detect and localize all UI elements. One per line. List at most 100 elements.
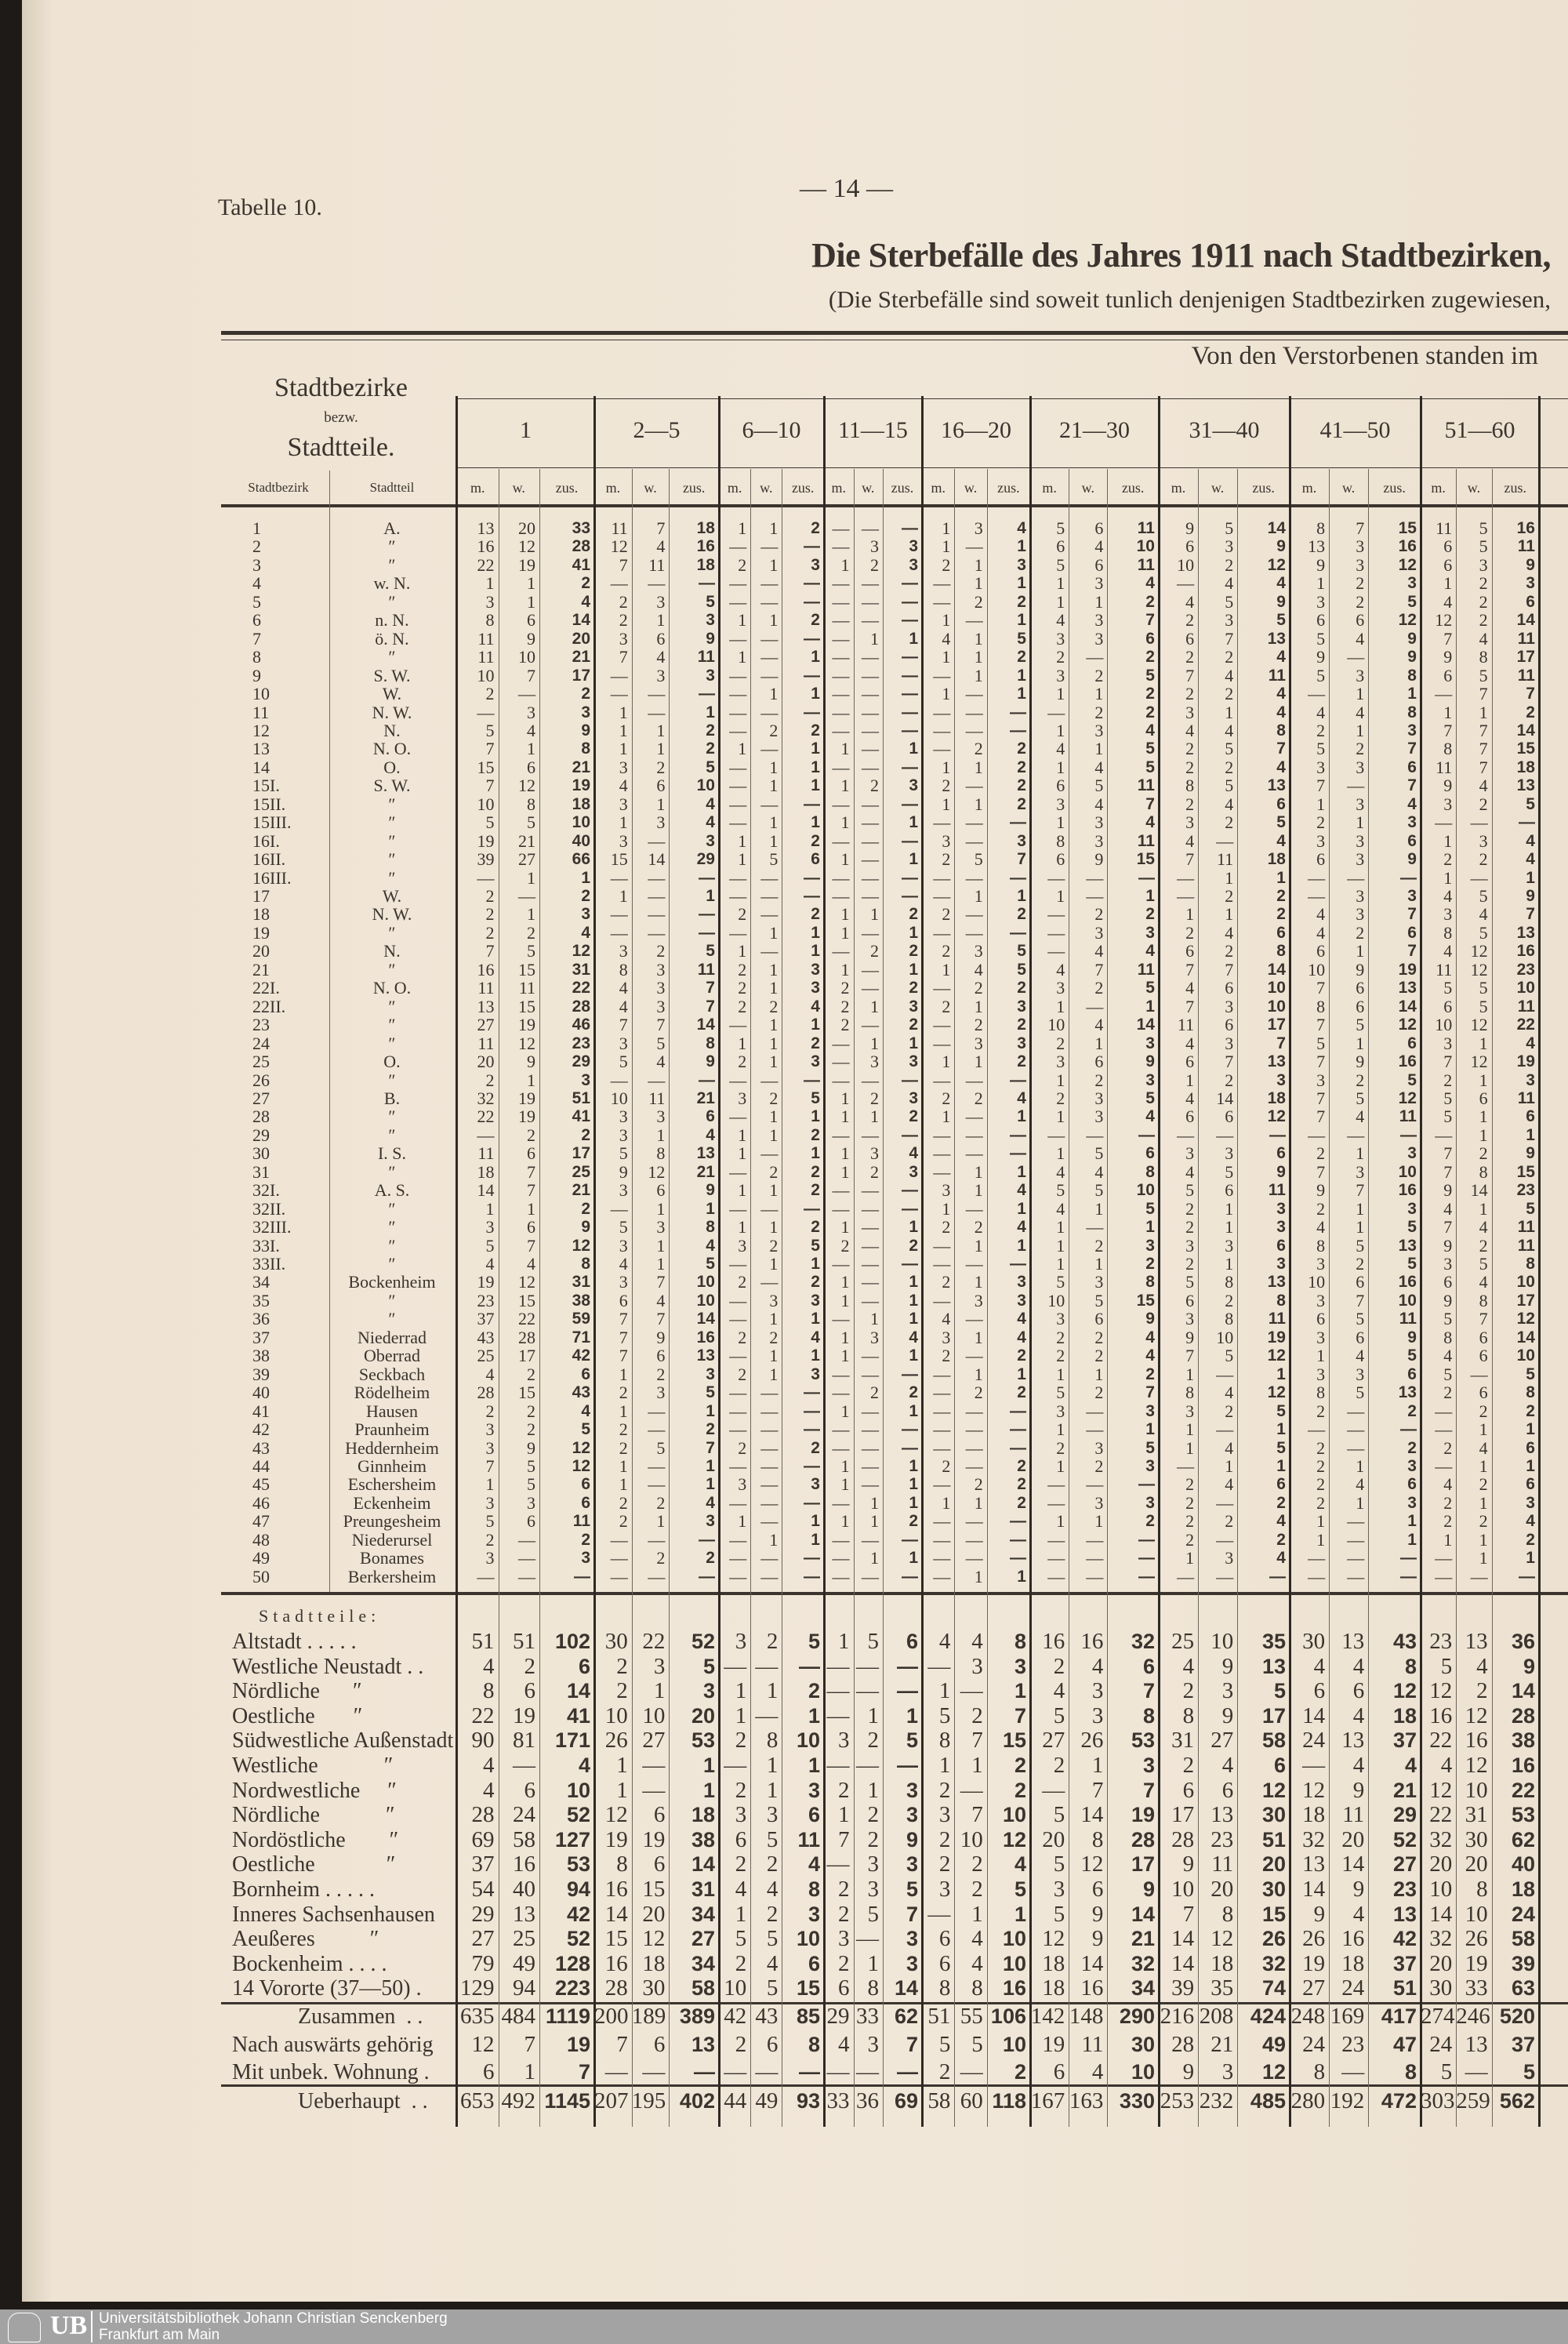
table-cell: 2 bbox=[1185, 1492, 1195, 1513]
table-cell: — bbox=[1047, 922, 1065, 943]
table-cell: — bbox=[604, 2059, 628, 2084]
table-cell: 16 bbox=[1080, 1629, 1104, 1654]
table-cell: — bbox=[729, 1107, 747, 1127]
table-cell: — bbox=[965, 1143, 983, 1164]
table-cell: 3 bbox=[653, 1653, 666, 1679]
table-cell: 3 bbox=[738, 1235, 747, 1256]
table-cell: 29 bbox=[572, 1052, 590, 1071]
table-cell: — bbox=[862, 978, 879, 998]
table-cell: 5 bbox=[1407, 1070, 1417, 1089]
table-cell: 3 bbox=[909, 537, 918, 556]
table-cell: 2 bbox=[811, 1273, 820, 1292]
age-group-divider bbox=[1538, 396, 1541, 2127]
table-cell: 3 bbox=[1407, 1456, 1417, 1475]
table-cell: 10 bbox=[796, 1728, 820, 1753]
table-cell: 1 bbox=[1356, 812, 1365, 833]
table-cell: 3 bbox=[974, 1033, 983, 1053]
table-cell: 3 bbox=[1356, 1364, 1365, 1384]
table-cell: 11 bbox=[1137, 960, 1155, 979]
table-cell: 9 bbox=[706, 1052, 715, 1071]
table-cell: 12 bbox=[1261, 1778, 1286, 1802]
table-cell: — bbox=[729, 1455, 747, 1476]
district-number: 29 bbox=[252, 1125, 270, 1145]
table-cell: 2 bbox=[1185, 1198, 1195, 1219]
table-cell: 10 bbox=[1210, 1629, 1234, 1654]
table-cell: 303 bbox=[1421, 2088, 1455, 2113]
table-cell: 4 bbox=[1094, 941, 1104, 961]
table-cell: 1 bbox=[1356, 1217, 1365, 1237]
table-cell: 6 bbox=[1479, 1327, 1488, 1347]
table-cell: — bbox=[902, 887, 918, 905]
table-cell: 2 bbox=[485, 684, 495, 704]
table-cell: — bbox=[760, 1401, 779, 1421]
table-cell: 3 bbox=[1221, 2059, 1234, 2084]
table-cell: 4 bbox=[1526, 831, 1535, 850]
table-cell: — bbox=[698, 685, 715, 703]
table-cell: — bbox=[755, 2059, 779, 2084]
table-cell: 2 bbox=[1479, 1235, 1488, 1256]
district-stadtteil: ″ bbox=[388, 1198, 396, 1219]
table-cell: 6 bbox=[653, 2031, 666, 2057]
table-cell: 18 bbox=[1302, 1802, 1326, 1828]
table-cell: 5 bbox=[766, 1926, 779, 1952]
table-cell: 1 bbox=[738, 739, 747, 759]
table-cell: 1 bbox=[840, 904, 850, 925]
table-cell: 2 bbox=[909, 905, 918, 924]
table-cell: 11 bbox=[648, 554, 666, 575]
district-number: 31 bbox=[252, 1161, 270, 1182]
table-cell: 26 bbox=[1261, 1927, 1286, 1951]
table-cell: 8 bbox=[1185, 776, 1195, 796]
table-cell: 16 bbox=[477, 959, 495, 979]
district-stadtteil: Seckbach bbox=[358, 1364, 426, 1384]
table-cell: 2 bbox=[870, 776, 879, 796]
table-cell: 3 bbox=[1407, 813, 1417, 832]
sub-label-zus: zus. bbox=[1504, 480, 1527, 496]
table-cell: 5 bbox=[656, 1033, 666, 1053]
table-cell: — bbox=[902, 1125, 918, 1144]
table-cell: 3 bbox=[619, 1125, 628, 1145]
table-cell: — bbox=[832, 1548, 850, 1568]
table-cell: 1 bbox=[1014, 1679, 1026, 1703]
table-cell: 2 bbox=[942, 554, 951, 575]
table-cell: 3 bbox=[1316, 1254, 1326, 1274]
table-cell: — bbox=[862, 1015, 879, 1035]
table-cell: 2 bbox=[1316, 1492, 1326, 1513]
table-cell: 1 bbox=[870, 1511, 879, 1532]
table-cell: 4 bbox=[1185, 1033, 1195, 1053]
table-cell: 4 bbox=[971, 1629, 983, 1654]
table-cell: 3 bbox=[1316, 757, 1326, 777]
table-cell: 1 bbox=[840, 739, 850, 759]
district-stadtteil: Bockenheim bbox=[348, 1272, 436, 1292]
table-cell: 9 bbox=[1356, 959, 1365, 979]
table-cell: 2 bbox=[1014, 1753, 1026, 1777]
summary-row-label: Nordwestliche ″ bbox=[232, 1778, 397, 1803]
table-cell: 19 bbox=[1267, 1328, 1286, 1346]
table-cell: 22 bbox=[642, 1629, 666, 1654]
table-cell: — bbox=[862, 849, 879, 870]
table-cell: 1 bbox=[706, 1475, 715, 1494]
table-cell: 2 bbox=[769, 1088, 779, 1108]
table-cell: 10 bbox=[1131, 2060, 1155, 2084]
table-cell: 2 bbox=[1094, 904, 1104, 925]
table-cell: 1 bbox=[840, 1346, 850, 1366]
table-cell: 128 bbox=[554, 1951, 590, 1975]
table-cell: — bbox=[862, 830, 879, 851]
district-stadtteil: W. bbox=[382, 886, 402, 906]
table-cell: 3 bbox=[656, 978, 666, 998]
sub-label-w: w. bbox=[1341, 480, 1356, 496]
table-cell: 13 bbox=[1465, 1629, 1488, 1654]
table-cell: — bbox=[902, 1567, 918, 1586]
table-cell: 3 bbox=[1056, 628, 1065, 649]
table-cell: 2 bbox=[1276, 1493, 1286, 1512]
table-cell: 4 bbox=[706, 813, 715, 832]
table-cell: 9 bbox=[527, 1052, 535, 1072]
totals-row-label: Nach auswärts gehörig bbox=[232, 2032, 434, 2057]
table-cell: 9 bbox=[656, 1327, 666, 1347]
table-cell: 1 bbox=[1276, 868, 1286, 887]
table-cell: 3 bbox=[1356, 830, 1365, 851]
table-cell: 11 bbox=[477, 647, 495, 667]
table-cell: — bbox=[1399, 1549, 1417, 1568]
table-cell: — bbox=[648, 867, 666, 888]
logo-text: UB bbox=[50, 2311, 88, 2340]
table-cell: 3 bbox=[485, 1437, 495, 1458]
